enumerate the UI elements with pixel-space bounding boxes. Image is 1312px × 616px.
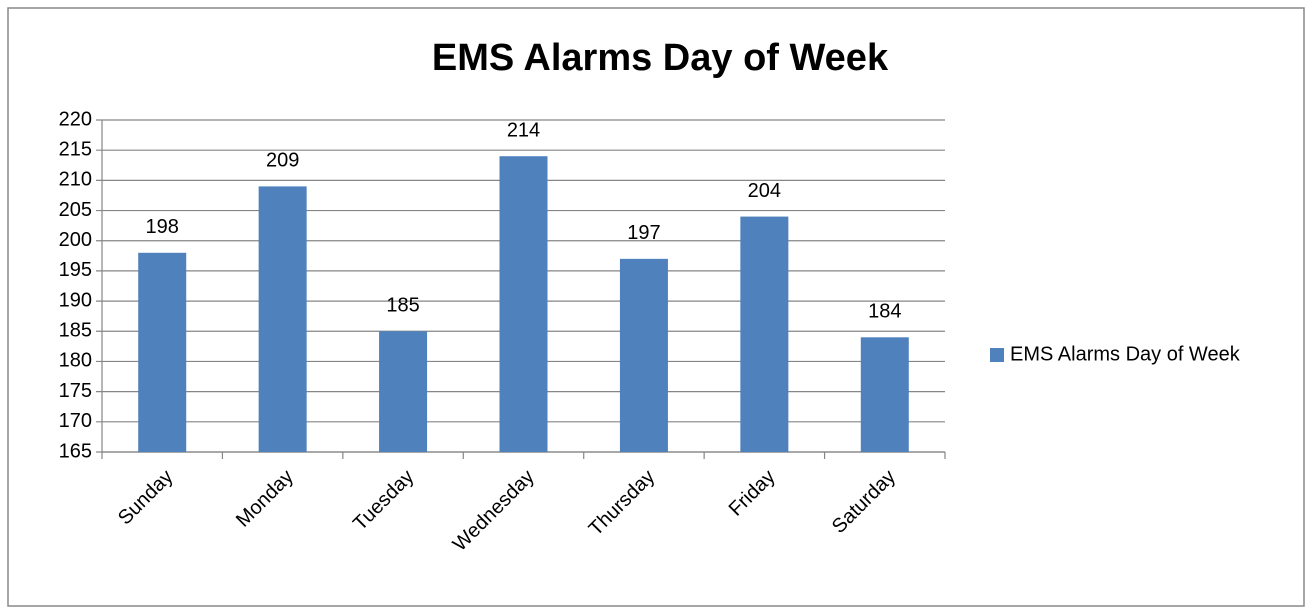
y-tick-label: 200 — [59, 229, 92, 251]
y-tick-label: 210 — [59, 169, 92, 191]
legend-label: EMS Alarms Day of Week — [1010, 343, 1241, 365]
bar — [379, 331, 428, 452]
y-tick-label: 165 — [59, 440, 92, 462]
data-label: 185 — [386, 295, 419, 317]
y-tick-label: 170 — [59, 410, 92, 432]
data-label: 197 — [627, 222, 660, 244]
chart-title: EMS Alarms Day of Week — [432, 37, 889, 79]
data-label: 204 — [748, 180, 781, 202]
legend-swatch — [990, 348, 1004, 362]
y-tick-label: 190 — [59, 289, 92, 311]
y-tick-label: 215 — [59, 138, 92, 160]
y-tick-label: 175 — [59, 380, 92, 402]
bar — [619, 258, 668, 452]
data-label: 214 — [507, 119, 540, 141]
data-label: 198 — [146, 216, 179, 238]
y-tick-label: 180 — [59, 350, 92, 372]
bar — [740, 216, 789, 452]
y-tick-label: 205 — [59, 199, 92, 221]
y-tick-label: 220 — [59, 108, 92, 130]
y-tick-label: 195 — [59, 259, 92, 281]
y-tick-label: 185 — [59, 320, 92, 342]
bar — [138, 252, 187, 452]
bar — [860, 337, 909, 452]
data-label: 184 — [868, 301, 901, 323]
bar — [499, 156, 548, 452]
data-label: 209 — [266, 150, 299, 172]
bar — [258, 186, 307, 452]
